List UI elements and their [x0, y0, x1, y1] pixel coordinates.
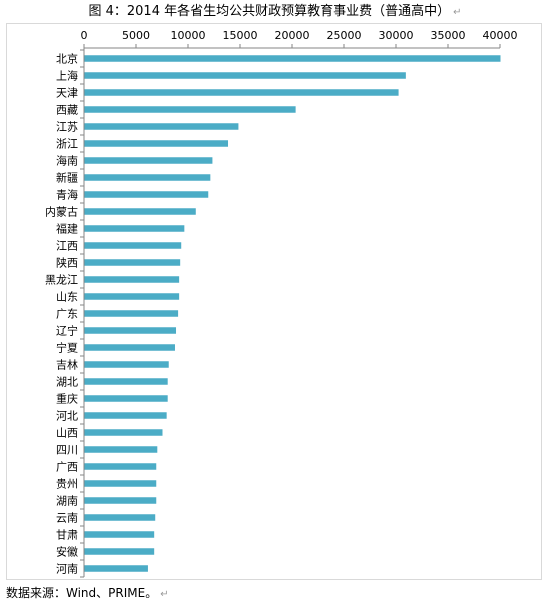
return-mark-icon: ↵	[160, 589, 169, 600]
x-tick-label: 10000	[171, 29, 206, 42]
category-label: 山西	[56, 427, 78, 440]
chart-title: 图 4：2014 年各省生均公共财政预算教育事业费（普通高中） ↵	[0, 4, 550, 21]
category-label: 湖北	[56, 376, 78, 389]
bar	[84, 225, 185, 232]
category-label: 山东	[56, 291, 78, 304]
x-tick-label: 35000	[431, 29, 466, 42]
category-label: 吉林	[56, 358, 78, 372]
bar	[84, 259, 181, 266]
bar	[84, 378, 168, 385]
category-label: 新疆	[56, 171, 78, 185]
bar	[84, 446, 158, 453]
x-tick-label: 5000	[122, 29, 150, 42]
bar	[84, 157, 213, 164]
bar	[84, 548, 155, 555]
return-mark-icon: ↵	[453, 7, 462, 18]
category-label: 四川	[56, 444, 78, 457]
category-label: 河南	[56, 563, 78, 576]
category-label: 陕西	[56, 256, 78, 270]
bar	[84, 514, 156, 521]
category-label: 安徽	[56, 545, 78, 559]
bar	[84, 327, 177, 334]
x-tick-label: 25000	[327, 29, 362, 42]
x-tick-label: 0	[81, 29, 88, 42]
bar	[84, 106, 296, 113]
category-label: 海南	[56, 154, 78, 168]
source-note: 数据来源：Wind、PRIME。 ↵	[6, 585, 169, 603]
bar	[84, 497, 157, 504]
bar	[84, 55, 501, 62]
category-label: 广西	[56, 461, 78, 474]
category-label: 湖南	[56, 495, 78, 508]
source-text: 数据来源：Wind、PRIME。	[6, 586, 158, 600]
category-label: 江西	[56, 240, 78, 253]
bar	[84, 344, 175, 351]
chart-title-text: 图 4：2014 年各省生均公共财政预算教育事业费（普通高中）	[88, 4, 451, 19]
category-label: 青海	[56, 188, 78, 202]
category-label: 天津	[56, 87, 78, 100]
category-label: 辽宁	[56, 324, 78, 338]
bar	[84, 191, 209, 198]
category-label: 福建	[56, 222, 78, 236]
bar	[84, 565, 148, 572]
bar	[84, 72, 406, 79]
category-label: 广东	[56, 308, 78, 321]
category-label: 北京	[56, 52, 78, 66]
bar	[84, 174, 211, 181]
category-label: 重庆	[56, 392, 78, 406]
bar	[84, 429, 163, 436]
bar	[84, 242, 182, 249]
bar-chart: 0 5000 10000 15000 20000 25000 30000 35000 40000…	[45, 29, 518, 578]
category-label: 上海	[56, 69, 78, 83]
category-label: 宁夏	[56, 341, 78, 355]
bar	[84, 140, 229, 147]
bar	[84, 412, 167, 419]
bar	[84, 89, 399, 96]
bar	[84, 123, 239, 130]
category-label: 云南	[56, 512, 78, 525]
bar	[84, 531, 155, 538]
category-label: 河北	[56, 410, 78, 423]
category-label: 甘肃	[56, 529, 78, 542]
x-tick-label: 40000	[483, 29, 518, 42]
x-tick-label: 15000	[223, 29, 258, 42]
x-tick-label: 20000	[275, 29, 310, 42]
bar	[84, 276, 180, 283]
bar	[84, 480, 157, 487]
bar	[84, 208, 196, 215]
bar	[84, 310, 179, 317]
category-label: 内蒙古	[45, 205, 78, 219]
bar	[84, 361, 169, 368]
x-tick-label: 30000	[379, 29, 414, 42]
chart-area: 0 5000 10000 15000 20000 25000 30000 35000 40000…	[6, 23, 542, 580]
bar	[84, 293, 180, 300]
category-label: 贵州	[56, 478, 78, 491]
category-label: 西藏	[56, 104, 78, 117]
bar	[84, 395, 168, 402]
bar	[84, 463, 157, 470]
category-label: 黑龙江	[45, 274, 78, 287]
category-label: 浙江	[56, 138, 78, 151]
category-label: 江苏	[56, 121, 78, 134]
